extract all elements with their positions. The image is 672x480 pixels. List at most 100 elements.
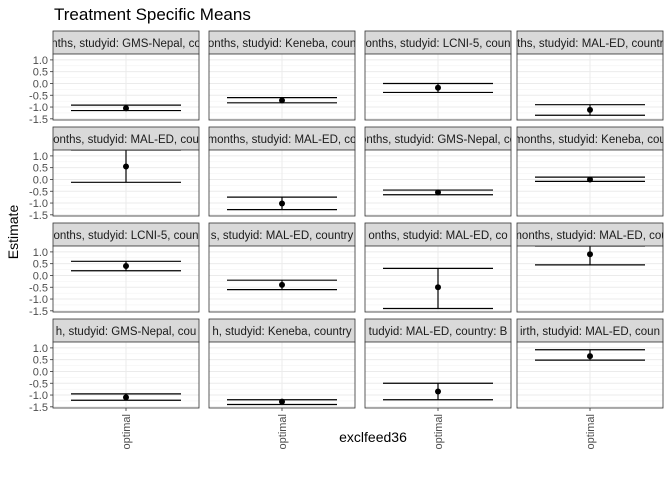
error-bar — [71, 393, 181, 401]
y-tick-label: 1.0 — [33, 55, 48, 67]
facet-strip-label: nths, studyid: GMS-Nepal, co — [51, 38, 201, 50]
y-tick-label: 1.0 — [33, 343, 48, 355]
estimate-point — [279, 281, 285, 288]
facet-panel: onths, studyid: MAL-ED, co — [364, 222, 512, 313]
error-bar — [535, 349, 645, 361]
y-tick-label: -0.5 — [29, 90, 48, 102]
estimate-point — [123, 105, 129, 112]
panel-border — [208, 245, 356, 313]
error-bar — [535, 246, 645, 266]
error-bar — [383, 82, 493, 94]
y-tick-label: -0.5 — [29, 282, 48, 294]
error-bar — [227, 97, 337, 104]
y-tick-label: 0.0 — [33, 174, 48, 186]
facet-strip-label: h, studyid: GMS-Nepal, cou — [56, 326, 197, 338]
error-bar — [383, 382, 493, 401]
facet-panel: months, studyid: Keneba, cou — [514, 126, 666, 217]
y-tick-label: -1.5 — [29, 402, 48, 414]
facet-strip-label: nths, studyid: MAL-ED, country — [511, 38, 670, 50]
x-tick-label: optimal — [277, 414, 289, 449]
y-tick-label: 0.0 — [33, 366, 48, 378]
facet-panels: nths, studyid: GMS-Nepal, co onths, study… — [51, 30, 670, 409]
y-tick-label: -1.0 — [29, 102, 48, 114]
panel-border — [364, 149, 512, 217]
estimate-point — [587, 353, 593, 360]
estimate-point — [279, 398, 285, 405]
error-bar — [71, 104, 181, 112]
y-tick-label: 0.5 — [33, 67, 48, 79]
error-bar — [227, 196, 337, 211]
error-bar — [383, 189, 493, 196]
y-axis-title: Estimate — [5, 205, 21, 260]
panel-border — [208, 53, 356, 121]
facet-panel: h, studyid: GMS-Nepal, cou — [52, 318, 200, 409]
facet-panel: nths, studyid: MAL-ED, country — [511, 30, 670, 121]
x-tick-label: optimal — [433, 414, 445, 449]
x-tick-label: optimal — [121, 414, 133, 449]
y-axes: 1.00.50.0-0.5-1.0-1.51.00.50.0-0.5-1.0-1… — [29, 55, 53, 414]
facet-panel: irth, studyid: MAL-ED, coun — [516, 318, 664, 409]
error-bar — [535, 104, 645, 116]
facet-panel: months, studyid: MAL-ED, co — [208, 126, 357, 217]
estimate-point — [435, 388, 441, 395]
facet-strip-label: onths, studyid: LCNI-5, coun — [53, 230, 198, 242]
estimate-point — [123, 394, 129, 401]
panel-border — [364, 53, 512, 121]
error-bar — [383, 267, 493, 310]
panel-border — [52, 149, 200, 217]
facet-panel: s, studyid: MAL-ED, country — [208, 222, 356, 313]
panel-border — [364, 245, 512, 313]
facet-panel: onths, studyid: LCNI-5, coun — [364, 30, 512, 121]
y-tick-label: 0.0 — [33, 78, 48, 90]
x-axis-title: exclfeed36 — [339, 429, 407, 445]
y-tick-label: 1.0 — [33, 247, 48, 259]
y-tick-label: -1.0 — [29, 294, 48, 306]
facet-strip-label: months, studyid: MAL-ED, co — [208, 134, 357, 146]
error-bar — [71, 260, 181, 272]
facet-strip-label: irth, studyid: MAL-ED, coun — [520, 326, 660, 338]
error-bar — [227, 279, 337, 291]
chart-title: Treatment Specific Means — [54, 5, 251, 24]
facet-strip-label: s, studyid: MAL-ED, country — [211, 230, 354, 242]
facet-strip-label: h, studyid: Keneba, country — [212, 326, 352, 338]
panel-border — [52, 53, 200, 121]
y-tick-label: 0.0 — [33, 270, 48, 282]
error-bar — [227, 398, 337, 406]
y-axis: 1.00.50.0-0.5-1.0-1.5 — [29, 343, 53, 414]
facet-strip-label: tudyid: MAL-ED, country: B — [369, 326, 508, 338]
estimate-point — [279, 97, 285, 104]
y-tick-label: -1.5 — [29, 306, 48, 318]
facet-panel: onths, studyid: LCNI-5, coun — [52, 222, 200, 313]
y-tick-label: -1.0 — [29, 198, 48, 210]
facet-strip-label: onths, studyid: MAL-ED, cou — [53, 134, 199, 146]
estimate-point — [123, 263, 129, 270]
panel-border — [516, 245, 664, 313]
facet-strip-label: onths, studyid: Keneba, coun — [208, 38, 356, 50]
panel-border — [516, 149, 664, 217]
facet-panel: h, studyid: Keneba, country — [208, 318, 356, 409]
facet-panel: onths, studyid: MAL-ED, cou — [52, 126, 200, 217]
facet-panel: onths, studyid: GMS-Nepal, co — [364, 126, 512, 217]
y-tick-label: -1.0 — [29, 390, 48, 402]
error-bar — [535, 176, 645, 183]
y-axis: 1.00.50.0-0.5-1.0-1.5 — [29, 55, 53, 126]
panel-border — [516, 53, 664, 121]
y-tick-label: 0.5 — [33, 259, 48, 271]
y-tick-label: -0.5 — [29, 378, 48, 390]
facet-strip-label: onths, studyid: MAL-ED, co — [368, 230, 507, 242]
panel-border — [52, 245, 200, 313]
estimate-point — [435, 189, 441, 196]
y-tick-label: -1.5 — [29, 114, 48, 126]
estimate-point — [587, 176, 593, 183]
facet-strip-label: months, studyid: Keneba, cou — [514, 134, 666, 146]
estimate-point — [279, 200, 285, 207]
y-axis: 1.00.50.0-0.5-1.0-1.5 — [29, 151, 53, 222]
facet-panel: onths, studyid: Keneba, coun — [208, 30, 356, 121]
x-axis: optimal optimal optimal optimal — [121, 408, 597, 449]
estimate-point — [587, 251, 593, 258]
estimate-point — [435, 284, 441, 291]
y-tick-label: 1.0 — [33, 151, 48, 163]
facet-strip-label: onths, studyid: LCNI-5, coun — [365, 38, 510, 50]
x-tick-label: optimal — [585, 414, 597, 449]
